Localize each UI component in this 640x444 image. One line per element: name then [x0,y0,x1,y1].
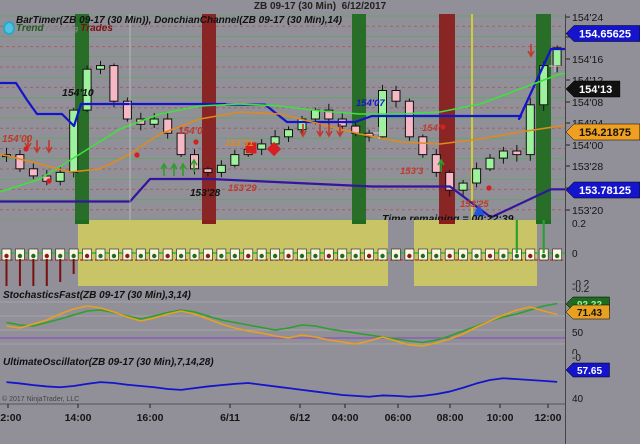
svg-text:Time remaining = 00:22:39: Time remaining = 00:22:39 [382,213,514,220]
svg-text:153'31: 153'31 [225,138,254,149]
svg-text:153'20: 153'20 [572,205,603,217]
svg-text:6/12: 6/12 [290,412,311,424]
svg-text:153'25: 153'25 [460,199,489,210]
svg-text:154.21875: 154.21875 [579,127,631,139]
svg-text:04:00: 04:00 [332,412,359,424]
svg-text:14:00: 14:00 [65,412,92,424]
svg-text:153.78125: 153.78125 [579,185,631,197]
svg-text:© 2017 NinjaTrader, LLC: © 2017 NinjaTrader, LLC [2,395,79,403]
svg-text:153'28: 153'28 [190,188,221,199]
svg-text:153'29: 153'29 [228,183,257,194]
svg-text:154'00: 154'00 [572,140,603,152]
svg-text:154.65625: 154.65625 [579,29,631,41]
svg-text:154'0: 154'0 [178,126,203,137]
svg-text:154'10: 154'10 [62,87,94,99]
svg-text:10:00: 10:00 [487,412,514,424]
svg-text:154'08: 154'08 [572,97,603,109]
svg-text:06:00: 06:00 [385,412,412,424]
svg-text:0: 0 [572,249,578,260]
svg-text:-0.2: -0.2 [572,279,590,286]
svg-text:153'3: 153'3 [400,166,424,177]
svg-text:0.2: 0.2 [572,220,586,230]
svg-text:154'24: 154'24 [572,14,603,24]
svg-text:6/11: 6/11 [220,412,240,424]
svg-text:50: 50 [572,328,584,339]
svg-text:08:00: 08:00 [437,412,464,424]
svg-text:57.65: 57.65 [577,366,602,377]
svg-text:154'16: 154'16 [572,54,603,66]
svg-text:154': 154' [422,123,441,134]
svg-text:154'00: 154'00 [2,134,33,145]
svg-text:-0: -0 [572,354,581,364]
svg-text:16:00: 16:00 [137,412,164,424]
svg-text:-0.2: -0.2 [572,286,590,295]
svg-text:40: 40 [572,394,584,405]
svg-text:71.43: 71.43 [577,308,602,319]
svg-text:12:00: 12:00 [0,412,22,424]
svg-text:UltimateOscillator(ZB 09-17 (3: UltimateOscillator(ZB 09-17 (30 Min),7,1… [3,357,214,368]
svg-text:154'07: 154'07 [356,98,385,109]
svg-text:153'28: 153'28 [572,161,603,173]
svg-text:12:00: 12:00 [535,412,562,424]
svg-text:154'13: 154'13 [579,84,612,96]
svg-text:StochasticsFast(ZB 09-17 (30 M: StochasticsFast(ZB 09-17 (30 Min),3,14) [3,290,192,301]
